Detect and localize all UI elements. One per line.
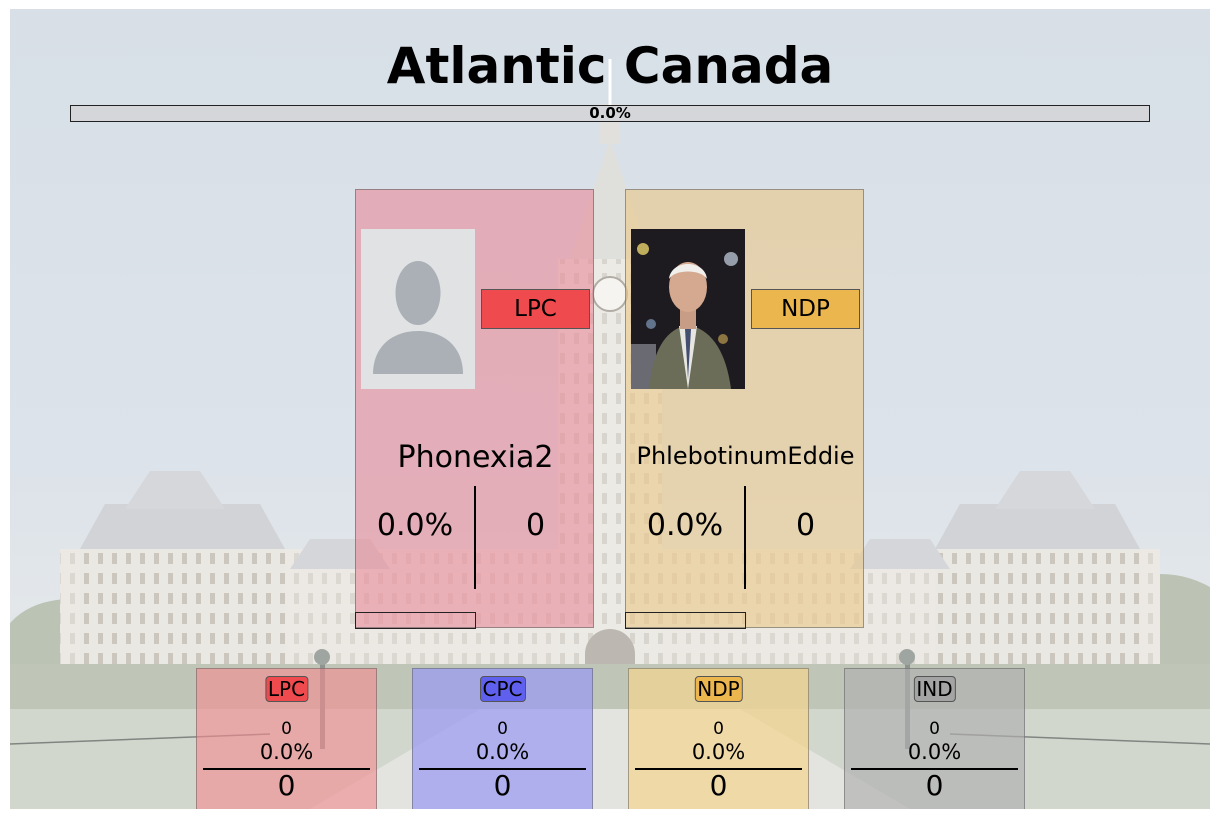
- party-votes: 0: [497, 719, 508, 739]
- party-summary-card: CPC 0 0.0% 0: [412, 668, 593, 809]
- candidate-name: Phonexia2: [397, 440, 554, 475]
- candidate-vote-percent: 0.0%: [646, 508, 724, 543]
- party-badge: NDP: [694, 676, 743, 702]
- party-seats: 0: [709, 769, 728, 802]
- party-vote-percent: 0.0%: [907, 740, 962, 764]
- candidate-party-badge: LPC: [481, 289, 590, 329]
- party-summary-card: NDP 0 0.0% 0: [628, 668, 809, 809]
- party-votes: 0: [713, 719, 724, 739]
- candidate-photo: [631, 229, 745, 389]
- candidate-card: NDP PhlebotinumEddie 0.0% 0: [625, 189, 864, 629]
- divider: [419, 768, 586, 770]
- candidate-card: LPC Phonexia2 0.0% 0: [355, 189, 594, 629]
- candidate-name: PhlebotinumEddie: [636, 442, 855, 470]
- party-summary-card: LPC 0 0.0% 0: [196, 668, 377, 809]
- candidate-seats: 0: [795, 508, 816, 543]
- party-seats: 0: [493, 769, 512, 802]
- candidate-progress-bar: [625, 612, 746, 629]
- overall-progress-bar: 0.0%: [70, 105, 1150, 122]
- party-vote-percent: 0.0%: [259, 740, 314, 764]
- divider: [203, 768, 370, 770]
- party-votes: 0: [929, 719, 940, 739]
- stat-divider: [744, 486, 746, 589]
- overall-progress-label: 0.0%: [589, 104, 631, 122]
- candidate-vote-percent: 0.0%: [376, 508, 454, 543]
- party-seats: 0: [925, 769, 944, 802]
- party-badge: CPC: [479, 676, 526, 702]
- party-vote-percent: 0.0%: [691, 740, 746, 764]
- candidate-seats: 0: [525, 508, 546, 543]
- parliament-backdrop: [10, 9, 1210, 809]
- divider: [851, 768, 1018, 770]
- party-seats: 0: [277, 769, 296, 802]
- party-votes: 0: [281, 719, 292, 739]
- party-badge: LPC: [264, 676, 309, 702]
- default-avatar-icon: [361, 229, 475, 389]
- party-summary-card: IND 0 0.0% 0: [844, 668, 1025, 809]
- region-title: Atlantic Canada: [386, 37, 834, 95]
- party-badge: IND: [913, 676, 956, 702]
- stat-divider: [474, 486, 476, 589]
- results-stage: Atlantic Canada 0.0% LPC Phonexia2 0.0% …: [10, 9, 1210, 809]
- candidate-progress-bar: [355, 612, 476, 629]
- divider: [635, 768, 802, 770]
- candidate-party-badge: NDP: [751, 289, 860, 329]
- party-vote-percent: 0.0%: [475, 740, 530, 764]
